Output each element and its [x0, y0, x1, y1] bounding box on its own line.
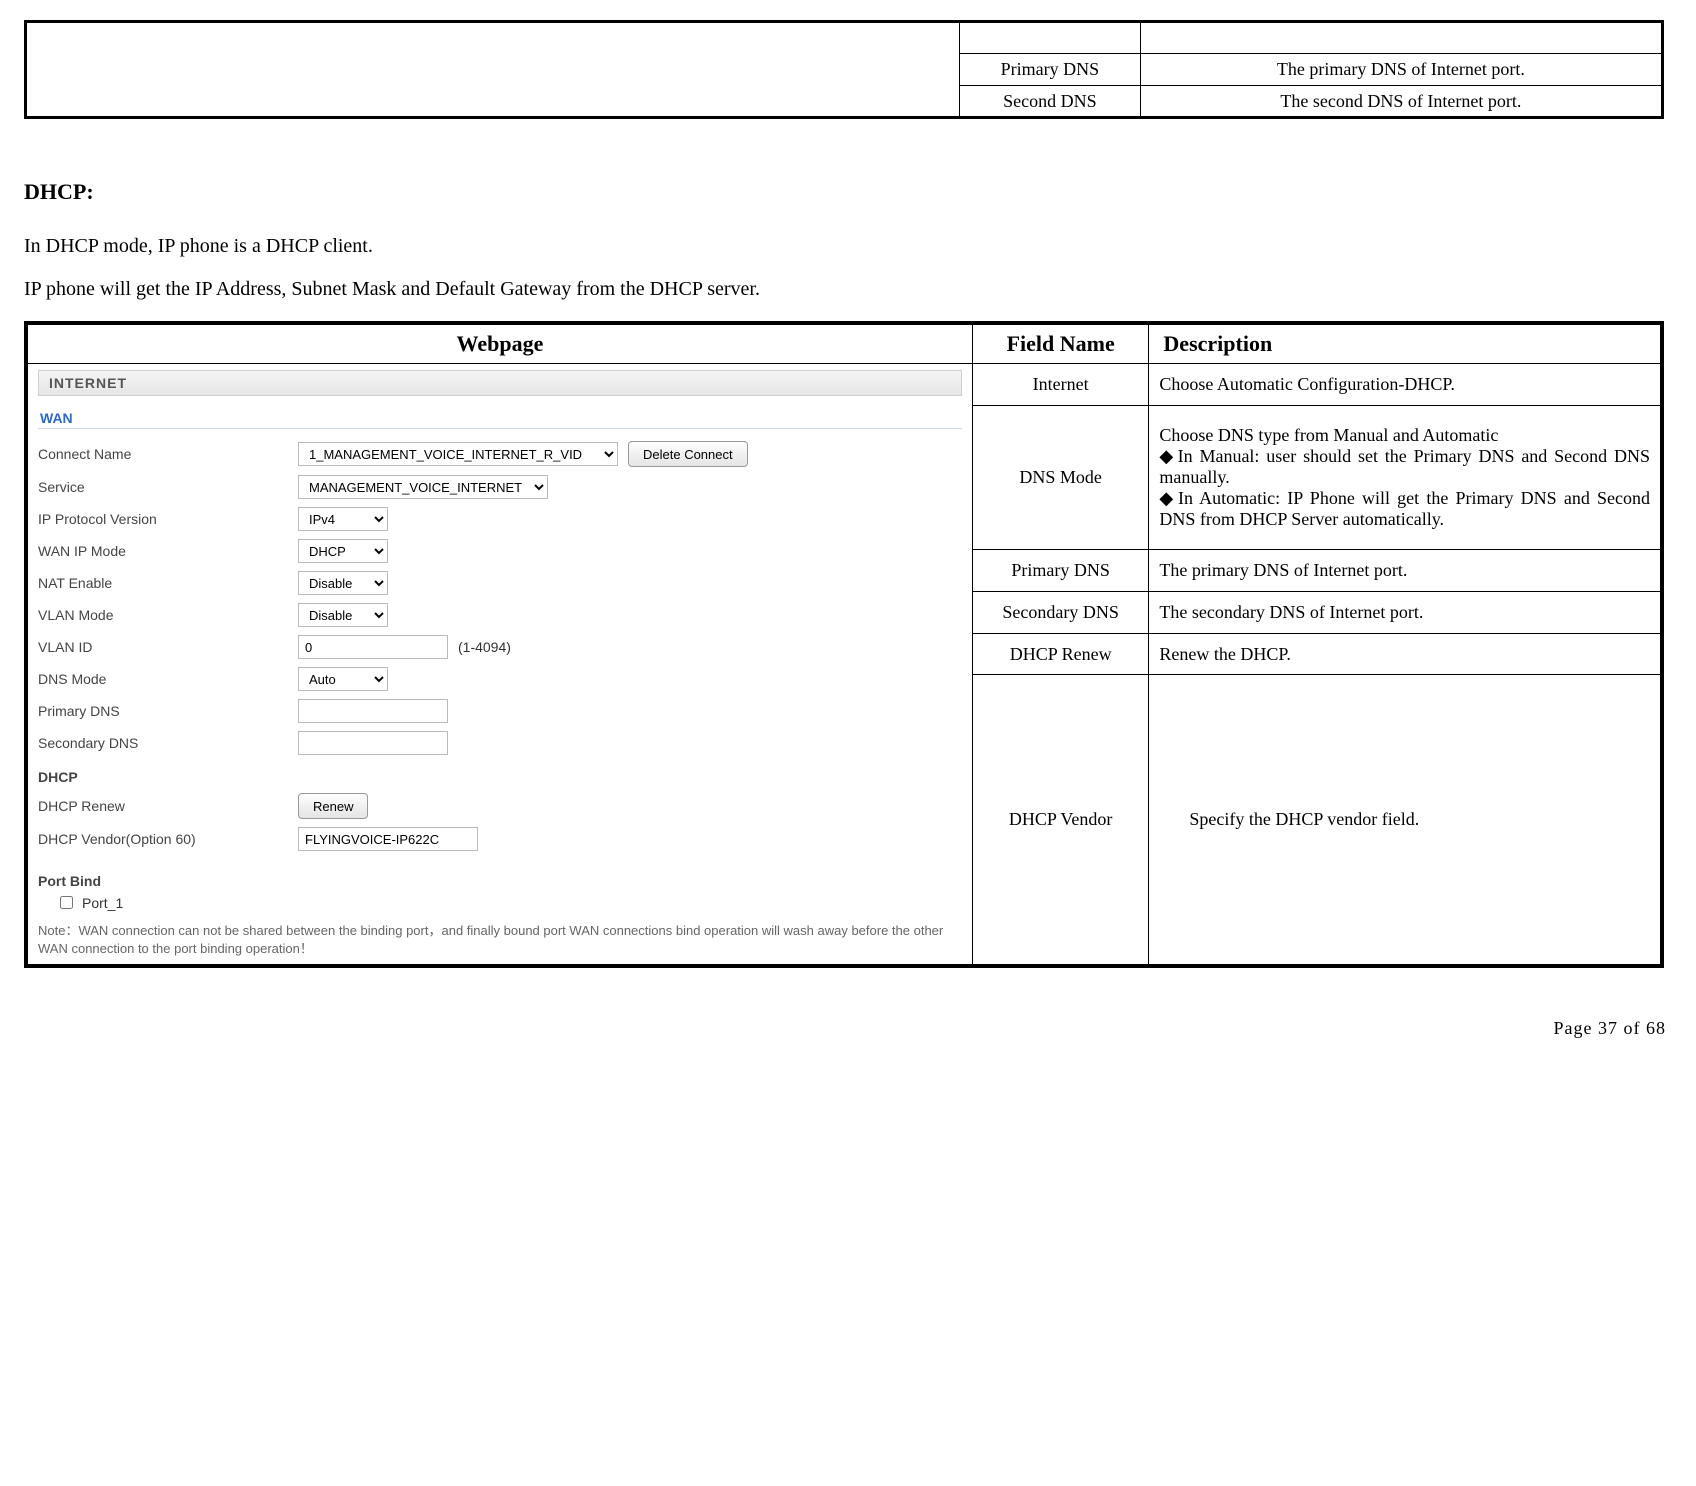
sel-connect-name[interactable]: 1_MANAGEMENT_VOICE_INTERNET_R_VID	[298, 442, 618, 466]
lbl-connect-name: Connect Name	[38, 446, 288, 462]
desc-dnsmode: Choose DNS type from Manual and Automati…	[1149, 405, 1661, 550]
btn-renew[interactable]: Renew	[298, 793, 368, 819]
lbl-wanipmode: WAN IP Mode	[38, 543, 288, 559]
desc-primarydns: The primary DNS of Internet port.	[1149, 550, 1661, 592]
lbl-primarydns: Primary DNS	[38, 703, 288, 719]
lbl-dhcp-sub: DHCP	[38, 769, 962, 785]
intro-p1: In DHCP mode, IP phone is a DHCP client.	[24, 235, 1672, 258]
lbl-service: Service	[38, 479, 288, 495]
top-row-desc: The primary DNS of Internet port.	[1140, 54, 1662, 86]
top-row-field	[959, 22, 1140, 54]
dnsmode-b1: In Manual: user should set the Primary D…	[1159, 446, 1650, 488]
inp-vlanid[interactable]	[298, 635, 448, 659]
sel-vlanmode[interactable]: Disable	[298, 603, 388, 627]
chk-port1[interactable]	[60, 896, 73, 909]
th-webpage: Webpage	[28, 325, 973, 364]
field-dnsmode: DNS Mode	[972, 405, 1149, 550]
th-desc: Description	[1149, 325, 1661, 364]
desc-dhcpvendor: Specify the DHCP vendor field.	[1149, 675, 1661, 965]
field-internet: Internet	[972, 364, 1149, 406]
webpage-screenshot: INTERNET WAN Connect Name 1_MANAGEMENT_V…	[38, 370, 962, 958]
lbl-dnsmode: DNS Mode	[38, 671, 288, 687]
btn-delete-connect[interactable]: Delete Connect	[628, 441, 748, 467]
field-primarydns: Primary DNS	[972, 550, 1149, 592]
lbl-secondarydns: Secondary DNS	[38, 735, 288, 751]
lbl-dhcprenew: DHCP Renew	[38, 798, 288, 814]
dnsmode-b2: In Automatic: IP Phone will get the Prim…	[1159, 488, 1650, 530]
lbl-dhcpvendor: DHCP Vendor(Option 60)	[38, 831, 288, 847]
dhcp-main-table: Webpage Field Name Description INTERNET …	[24, 321, 1664, 968]
dhcp-heading: DHCP:	[24, 179, 1672, 205]
intro-p2: IP phone will get the IP Address, Subnet…	[24, 278, 1672, 301]
desc-dhcprenew: Renew the DHCP.	[1149, 633, 1661, 675]
lbl-vlanid: VLAN ID	[38, 639, 288, 655]
ss-wan-label: WAN	[38, 406, 962, 428]
th-field: Field Name	[972, 325, 1149, 364]
lbl-ipproto: IP Protocol Version	[38, 511, 288, 527]
lbl-port1: Port_1	[82, 895, 123, 911]
page-number: Page 37 of 68	[24, 1018, 1672, 1039]
sel-wanipmode[interactable]: DHCP	[298, 539, 388, 563]
top-row-field: Primary DNS	[959, 54, 1140, 86]
lbl-portbind: Port Bind	[38, 873, 962, 889]
field-secondarydns: Secondary DNS	[972, 591, 1149, 633]
inp-dhcpvendor[interactable]	[298, 827, 478, 851]
dnsmode-line1: Choose DNS type from Manual and Automati…	[1159, 425, 1650, 446]
top-table-left	[26, 22, 960, 118]
sel-natenable[interactable]: Disable	[298, 571, 388, 595]
lbl-vlanmode: VLAN Mode	[38, 607, 288, 623]
sel-ipproto[interactable]: IPv4	[298, 507, 388, 531]
lbl-natenable: NAT Enable	[38, 575, 288, 591]
desc-internet: Choose Automatic Configuration-DHCP.	[1149, 364, 1661, 406]
vlan-range: (1-4094)	[458, 639, 511, 655]
ss-header-bar: INTERNET	[38, 370, 962, 396]
inp-secondarydns[interactable]	[298, 731, 448, 755]
field-dhcpvendor: DHCP Vendor	[972, 675, 1149, 965]
ss-note: Note：WAN connection can not be shared be…	[38, 922, 962, 958]
inp-primarydns[interactable]	[298, 699, 448, 723]
sel-dnsmode[interactable]: Auto	[298, 667, 388, 691]
sel-service[interactable]: MANAGEMENT_VOICE_INTERNET	[298, 475, 548, 499]
top-row-desc	[1140, 22, 1662, 54]
top-row-field: Second DNS	[959, 86, 1140, 118]
field-dhcprenew: DHCP Renew	[972, 633, 1149, 675]
top-row-desc: The second DNS of Internet port.	[1140, 86, 1662, 118]
desc-secondarydns: The secondary DNS of Internet port.	[1149, 591, 1661, 633]
top-dns-table: Primary DNS The primary DNS of Internet …	[24, 20, 1664, 119]
